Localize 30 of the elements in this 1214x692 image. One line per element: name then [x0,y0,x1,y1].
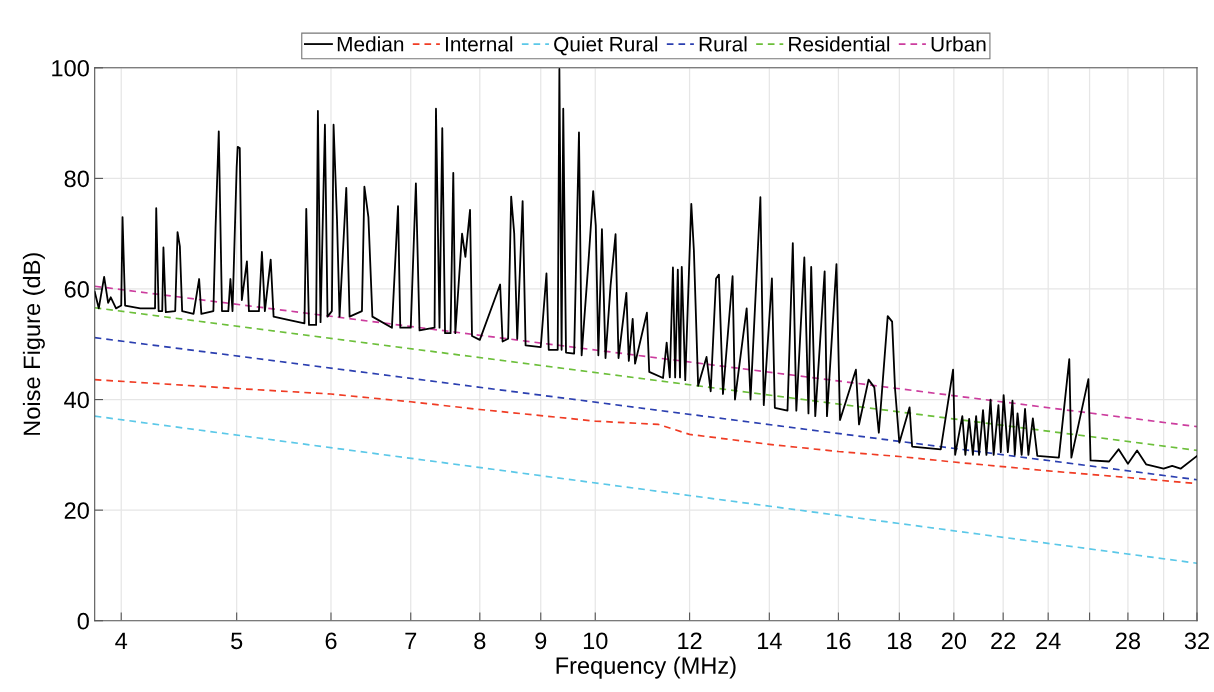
x-tick-label: 16 [827,632,851,650]
y-tick-label: 60 [64,281,89,298]
legend-label: Urban [931,36,986,52]
y-axis-title: Noise Figure (dB) [22,253,45,435]
y-tick-label: 100 [52,59,89,77]
y-tick-label: 40 [64,391,89,409]
x-tick-label: 7 [405,632,417,649]
legend-label: Internal [445,36,513,52]
x-tick-label: 28 [1115,632,1141,650]
x-tick-label: 8 [474,632,486,650]
x-tick-label: 20 [941,632,967,650]
legend-label: Residential [789,36,890,52]
y-tick-label: 0 [77,612,89,630]
legend-label: Quiet Rural [554,36,658,56]
legend-label: Rural [699,36,747,52]
x-tick-label: 6 [325,632,337,650]
y-tick-label: 20 [64,502,89,519]
x-tick-label: 9 [535,632,547,650]
legend-label: Median [337,36,404,52]
x-tick-label: 10 [583,632,608,650]
x-tick-label: 24 [1036,632,1061,649]
x-tick-label: 5 [231,632,243,650]
x-tick-label: 14 [758,632,782,649]
x-axis-title: Frequency (MHz) [556,656,736,679]
x-tick-label: 12 [678,632,702,649]
y-tick-label: 80 [64,170,89,188]
x-tick-label: 4 [115,632,128,649]
x-tick-label: 18 [888,632,912,650]
x-tick-label: 32 [1184,632,1209,650]
x-tick-label: 22 [991,632,1016,649]
